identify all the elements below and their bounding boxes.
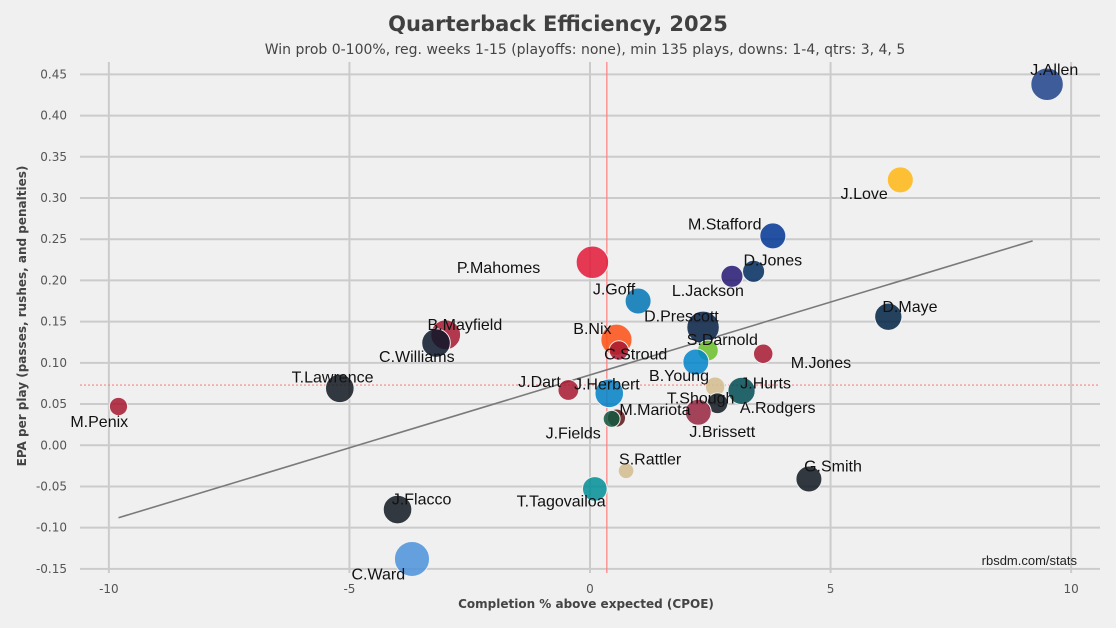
x-tick-label: 0 xyxy=(586,582,594,596)
data-point xyxy=(795,465,823,493)
y-tick-label: 0.20 xyxy=(40,273,67,287)
point-label: C.Williams xyxy=(379,349,455,366)
data-point xyxy=(682,348,710,376)
data-point xyxy=(557,379,580,401)
data-point xyxy=(421,328,451,358)
data-point xyxy=(575,245,610,280)
data-point xyxy=(684,398,712,426)
data-point xyxy=(624,287,652,315)
point-label: J.Brissett xyxy=(689,424,755,441)
point-label: S.Rattler xyxy=(619,451,682,468)
point-label: J.Flacco xyxy=(392,492,452,509)
data-point xyxy=(325,373,355,404)
chart-title: Quarterback Efficiency, 2025 xyxy=(388,12,728,36)
point-label: J.Fields xyxy=(546,426,601,443)
point-label: J.Herbert xyxy=(574,376,640,393)
point-label: M.Jones xyxy=(791,355,851,372)
y-tick-label: 0.25 xyxy=(40,232,67,246)
data-point xyxy=(759,222,787,250)
point-label: C.Ward xyxy=(351,567,405,584)
point-label: T.Tagovailoa xyxy=(517,493,606,510)
point-label: B.Nix xyxy=(573,321,611,338)
data-point xyxy=(608,340,630,361)
data-point xyxy=(108,396,129,417)
point-labels: J.Allen J.Love M.Stafford D.Jones L.Jackson P… xyxy=(70,62,1078,583)
point-label: T.Shough xyxy=(667,390,735,407)
x-tick-label: -5 xyxy=(343,582,355,596)
data-point xyxy=(874,302,903,331)
y-tick-label: 0.00 xyxy=(40,438,67,452)
point-label: B.Mayfield xyxy=(428,317,503,334)
y-tick-label: 0.30 xyxy=(40,191,67,205)
point-label: M.Stafford xyxy=(688,216,762,233)
data-point xyxy=(1030,67,1064,102)
x-axis-label: Completion % above expected (CPOE) xyxy=(458,597,714,611)
point-label: L.Jackson xyxy=(672,283,744,300)
x-tick-label: 10 xyxy=(1063,582,1078,596)
y-tick-label: -0.15 xyxy=(36,562,67,576)
y-tick-label: 0.15 xyxy=(40,315,67,329)
point-label: B.Young xyxy=(649,368,709,385)
trend-line xyxy=(118,240,1033,519)
data-point xyxy=(727,376,756,406)
y-axis-label: EPA per play (passes, rushes, and penalt… xyxy=(15,166,29,467)
data-point xyxy=(594,378,625,409)
data-point xyxy=(581,476,608,502)
data-point xyxy=(752,343,774,365)
y-tick-label: 0.35 xyxy=(40,150,67,164)
point-label: J.Dart xyxy=(518,374,561,391)
y-tick-label: -0.05 xyxy=(36,479,67,493)
point-label: T.Lawrence xyxy=(292,370,374,387)
data-point xyxy=(720,264,744,288)
point-label: J.Hurts xyxy=(740,375,791,392)
point-label: M.Penix xyxy=(70,414,128,431)
y-tick-label: 0.05 xyxy=(40,397,67,411)
point-label: M.Mariota xyxy=(619,402,690,419)
data-point xyxy=(602,409,621,428)
data-point xyxy=(617,462,635,480)
data-points xyxy=(108,67,1064,578)
source-credit: rbsdm.com/stats xyxy=(982,553,1078,568)
point-label: D.Jones xyxy=(743,253,802,270)
x-tick-label: 5 xyxy=(827,582,835,596)
point-label: J.Love xyxy=(841,186,888,203)
point-label: J.Goff xyxy=(593,281,636,298)
point-label: G.Smith xyxy=(804,459,862,476)
chart-subtitle: Win prob 0-100%, reg. weeks 1-15 (playof… xyxy=(264,42,906,58)
point-label: D.Prescott xyxy=(644,309,719,326)
point-label: S.Darnold xyxy=(687,332,758,349)
point-label: C.Stroud xyxy=(604,347,667,364)
y-tick-label: -0.10 xyxy=(36,521,67,535)
data-point xyxy=(886,166,914,194)
point-label: P.Mahomes xyxy=(457,260,540,277)
y-tick-label: 0.10 xyxy=(40,356,67,370)
data-point xyxy=(742,259,766,283)
data-point xyxy=(393,540,431,578)
grid xyxy=(80,62,1100,573)
point-label: D.Maye xyxy=(882,299,937,316)
data-point xyxy=(382,494,413,525)
x-tick-label: -10 xyxy=(99,582,119,596)
point-label: J.Allen xyxy=(1030,62,1078,79)
y-tick-label: 0.45 xyxy=(40,67,67,81)
tick-labels: -10 -5 0 5 10 -0.15 -0.10 -0.05 0.00 0.05 0.10 0.15… xyxy=(36,67,1079,596)
point-label: A.Rodgers xyxy=(740,400,816,417)
y-tick-label: 0.40 xyxy=(40,109,67,123)
